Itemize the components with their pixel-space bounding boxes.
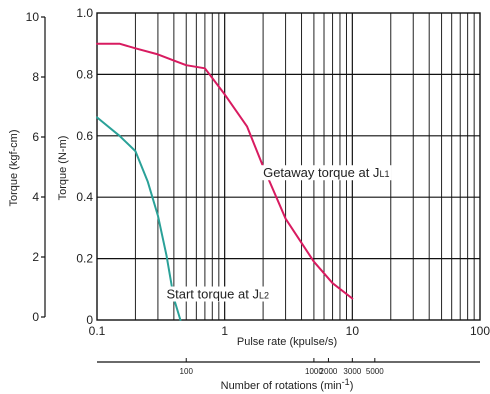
x-tick-label: 0.1: [89, 324, 106, 338]
annotation-subscript: L2: [259, 291, 269, 301]
annotations: Getaway torque at JL1 Start torque at JL2: [164, 165, 392, 302]
annotation-text: Start torque at J: [166, 287, 259, 302]
x-secondary-tick-label: 2000: [320, 367, 338, 376]
annotation-background: [261, 165, 392, 181]
y-secondary-tick-label: 4: [32, 190, 39, 204]
y-secondary-axis-ticks: 0 2 4 6 8 10: [26, 10, 46, 324]
y-axis-title: Torque (N-m): [57, 136, 69, 201]
y-tick-label: 1.0: [76, 6, 93, 20]
x-secondary-tick-label: 1000: [305, 367, 323, 376]
annotation-2: Start torque at JL2: [166, 287, 269, 302]
plot-border: [96, 12, 481, 321]
plot-frame: [96, 12, 481, 321]
annotation-subscript: L1: [379, 169, 389, 179]
y-tick-label: 0.2: [76, 252, 93, 266]
y-tick-label: 0.8: [76, 67, 93, 81]
x-secondary-axis-title: Number of rotations (min-1): [221, 377, 354, 392]
x-secondary-axis-title-sup: -1: [342, 377, 350, 387]
annotation-text: Getaway torque at J: [263, 165, 379, 180]
x-axis-title: Pulse rate (kpulse/s): [237, 336, 337, 348]
x-tick-label: 1: [221, 324, 228, 338]
x-secondary-axis-title-end: ): [350, 380, 354, 392]
x-secondary-tick-label: 100: [180, 367, 194, 376]
series-line-1: [96, 42, 354, 300]
y-secondary-tick-label: 10: [26, 10, 40, 24]
y-secondary-tick-label: 6: [32, 130, 39, 144]
annotation-1: Getaway torque at JL1: [263, 165, 389, 180]
y-tick-label: 0: [86, 313, 93, 327]
x-secondary-axis-title-main: Number of rotations (min: [221, 380, 342, 392]
y-tick-label: 0.6: [76, 129, 93, 143]
x-tick-label: 10: [346, 324, 360, 338]
y-secondary-tick-label: 2: [32, 250, 39, 264]
annotation-background: [164, 286, 271, 302]
x-tick-label: 100: [470, 324, 490, 338]
y-secondary-axis-title: Torque (kgf-cm): [8, 129, 20, 206]
x-axis-ticks: 0.1 1 10 100: [89, 324, 490, 338]
y-tick-label: 0.4: [76, 190, 93, 204]
y-secondary-tick-label: 8: [32, 70, 39, 84]
x-secondary-tick-label: 3000: [343, 367, 361, 376]
y-secondary-tick-label: 0: [32, 310, 39, 324]
y-axis-ticks: 0 0.2 0.4 0.6 0.8 1.0: [76, 6, 93, 327]
x-secondary-tick-label: 5000: [366, 367, 384, 376]
